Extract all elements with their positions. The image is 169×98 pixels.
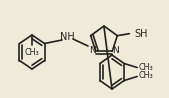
Text: N: N — [112, 46, 119, 55]
Text: NH: NH — [60, 32, 74, 42]
Text: CH₃: CH₃ — [138, 71, 153, 80]
Text: CH₃: CH₃ — [25, 48, 39, 57]
Text: SH: SH — [134, 29, 148, 39]
Text: N: N — [89, 46, 96, 55]
Text: CH₃: CH₃ — [138, 63, 153, 72]
